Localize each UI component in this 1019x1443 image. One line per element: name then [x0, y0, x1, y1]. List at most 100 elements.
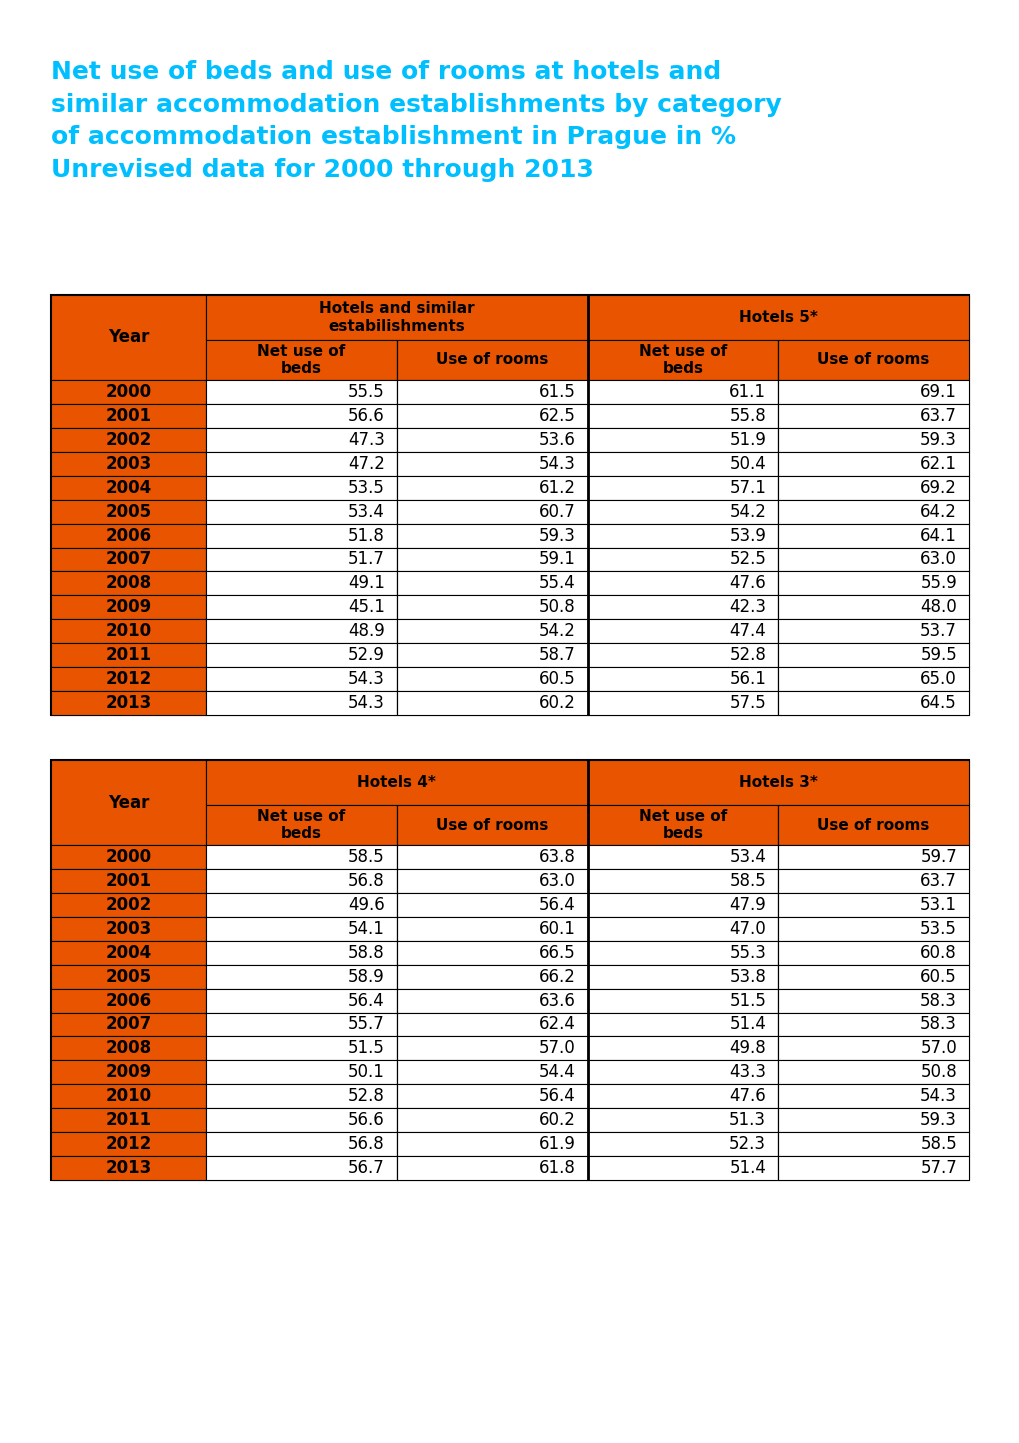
Text: Year: Year [108, 794, 149, 811]
Text: 53.4: 53.4 [347, 502, 384, 521]
Bar [777, 644, 968, 667]
Bar [206, 846, 396, 869]
Bar [587, 524, 777, 547]
Text: 63.0: 63.0 [919, 550, 956, 569]
Text: 59.7: 59.7 [919, 848, 956, 866]
Bar [396, 667, 587, 691]
Bar [396, 499, 587, 524]
Bar [396, 571, 587, 596]
Text: 56.8: 56.8 [347, 872, 384, 890]
Text: 43.3: 43.3 [729, 1063, 765, 1081]
Text: 62.4: 62.4 [538, 1016, 575, 1033]
Bar [587, 596, 777, 619]
Text: Net use of beds and use of rooms at hotels and
similar accommodation establishme: Net use of beds and use of rooms at hote… [51, 61, 781, 182]
Bar [396, 619, 587, 644]
Text: 53.1: 53.1 [919, 896, 956, 913]
Text: 60.5: 60.5 [538, 670, 575, 688]
Bar [777, 941, 968, 964]
Bar [777, 524, 968, 547]
Text: 2010: 2010 [105, 622, 152, 641]
Bar [206, 1061, 396, 1084]
Bar [587, 1133, 777, 1156]
Bar [51, 499, 206, 524]
Text: 53.5: 53.5 [919, 919, 956, 938]
Bar [396, 893, 587, 916]
Text: 53.6: 53.6 [538, 431, 575, 449]
Text: 63.6: 63.6 [538, 991, 575, 1010]
Bar [396, 1013, 587, 1036]
Text: 59.1: 59.1 [538, 550, 575, 569]
Text: 47.6: 47.6 [729, 1087, 765, 1105]
Bar [51, 294, 206, 380]
Bar [206, 341, 396, 380]
Text: 55.3: 55.3 [729, 944, 765, 961]
Text: Net use of
beds: Net use of beds [638, 808, 727, 841]
Text: 56.4: 56.4 [538, 896, 575, 913]
Bar [587, 1013, 777, 1036]
Text: 64.1: 64.1 [919, 527, 956, 544]
Bar [587, 893, 777, 916]
Bar [51, 964, 206, 988]
Bar [777, 691, 968, 714]
Text: Net use of
beds: Net use of beds [257, 343, 345, 377]
Bar [51, 988, 206, 1013]
Bar [206, 429, 396, 452]
Bar [206, 691, 396, 714]
Text: 2013: 2013 [105, 1159, 152, 1177]
Text: 58.3: 58.3 [919, 1016, 956, 1033]
Bar [587, 619, 777, 644]
Bar [51, 404, 206, 429]
Bar [206, 1013, 396, 1036]
Text: 53.7: 53.7 [919, 622, 956, 641]
Text: 57.7: 57.7 [919, 1159, 956, 1177]
Text: 2011: 2011 [105, 646, 152, 664]
Text: 2002: 2002 [105, 896, 152, 913]
Bar [777, 1036, 968, 1061]
Text: 63.7: 63.7 [919, 407, 956, 424]
Text: 42.3: 42.3 [729, 599, 765, 616]
Text: 2009: 2009 [105, 1063, 152, 1081]
Bar [396, 524, 587, 547]
Text: 2004: 2004 [105, 944, 152, 961]
Bar [396, 691, 587, 714]
Text: 55.8: 55.8 [729, 407, 765, 424]
Text: 56.8: 56.8 [347, 1136, 384, 1153]
Text: Net use of
beds: Net use of beds [257, 808, 345, 841]
Bar [51, 524, 206, 547]
Bar [396, 988, 587, 1013]
Bar [777, 1108, 968, 1133]
Text: Net use of
beds: Net use of beds [638, 343, 727, 377]
Text: 47.0: 47.0 [729, 919, 765, 938]
Text: 59.3: 59.3 [538, 527, 575, 544]
Bar [51, 571, 206, 596]
Text: 58.5: 58.5 [919, 1136, 956, 1153]
Bar [396, 1036, 587, 1061]
Bar [51, 644, 206, 667]
Bar [206, 988, 396, 1013]
Text: 54.1: 54.1 [347, 919, 384, 938]
Bar [777, 476, 968, 499]
Text: 54.2: 54.2 [538, 622, 575, 641]
Text: 2007: 2007 [105, 1016, 152, 1033]
Bar [206, 499, 396, 524]
Bar [396, 1084, 587, 1108]
Bar [587, 1061, 777, 1084]
Text: Hotels 3*: Hotels 3* [738, 775, 817, 789]
Bar [206, 869, 396, 893]
Text: 62.5: 62.5 [538, 407, 575, 424]
Bar [51, 1133, 206, 1156]
Text: 50.8: 50.8 [919, 1063, 956, 1081]
Bar [587, 941, 777, 964]
Bar [206, 1156, 396, 1180]
Bar [777, 805, 968, 846]
Text: 57.5: 57.5 [729, 694, 765, 711]
Text: 60.2: 60.2 [538, 1111, 575, 1130]
Text: 61.5: 61.5 [538, 382, 575, 401]
Bar [777, 893, 968, 916]
Bar [587, 476, 777, 499]
Text: 52.9: 52.9 [347, 646, 384, 664]
Text: 2001: 2001 [105, 872, 152, 890]
Bar [51, 1036, 206, 1061]
Bar [206, 1036, 396, 1061]
Text: 50.8: 50.8 [538, 599, 575, 616]
